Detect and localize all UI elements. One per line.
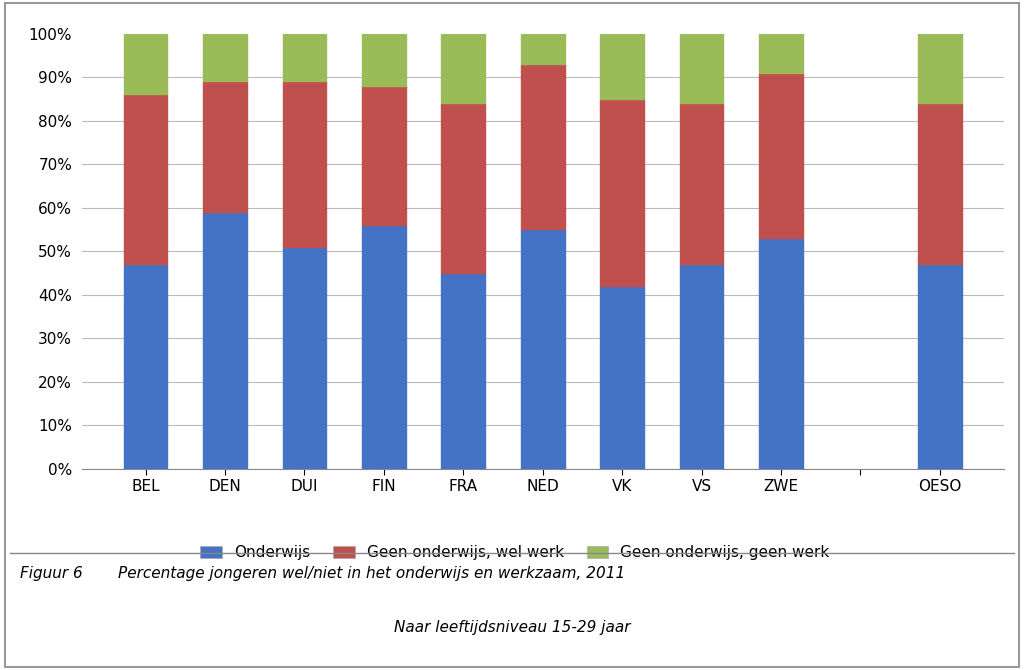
Bar	[680, 103, 723, 264]
Bar	[521, 64, 564, 229]
Bar	[362, 86, 406, 225]
Text: Figuur 6: Figuur 6	[20, 566, 83, 581]
Bar	[680, 264, 723, 469]
Text: Percentage jongeren wel/niet in het onderwijs en werkzaam, 2011: Percentage jongeren wel/niet in het onde…	[118, 566, 625, 581]
Bar	[283, 81, 327, 247]
Bar	[759, 72, 803, 238]
Bar	[203, 81, 247, 212]
Bar	[918, 264, 962, 469]
Bar	[441, 103, 485, 273]
Bar	[362, 34, 406, 86]
Bar	[203, 34, 247, 81]
Bar	[918, 34, 962, 103]
Bar	[521, 34, 564, 64]
Bar	[600, 286, 644, 469]
Bar	[600, 34, 644, 99]
Text: Naar leeftijdsniveau 15-29 jaar: Naar leeftijdsniveau 15-29 jaar	[394, 620, 630, 634]
Bar	[124, 34, 168, 94]
Bar	[759, 34, 803, 72]
Bar	[918, 103, 962, 264]
Bar	[521, 229, 564, 469]
Bar	[124, 94, 168, 264]
Bar	[680, 34, 723, 103]
Legend: Onderwijs, Geen onderwijs, wel werk, Geen onderwijs, geen werk: Onderwijs, Geen onderwijs, wel werk, Gee…	[193, 537, 838, 568]
Bar	[759, 238, 803, 469]
Bar	[124, 264, 168, 469]
Bar	[283, 247, 327, 469]
Bar	[441, 273, 485, 469]
Bar	[283, 34, 327, 81]
Bar	[441, 34, 485, 103]
Bar	[362, 225, 406, 469]
Bar	[203, 212, 247, 469]
Bar	[600, 98, 644, 286]
